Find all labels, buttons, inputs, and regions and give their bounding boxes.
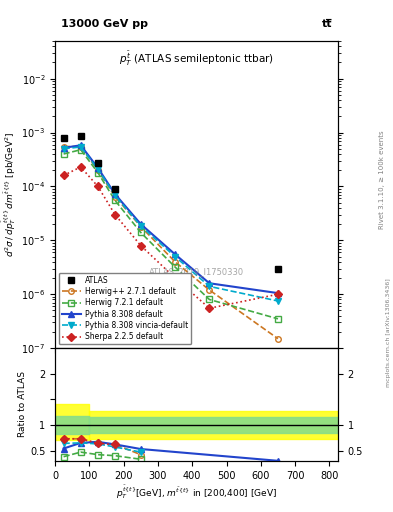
Sherpa 2.2.5 default: [207, 305, 212, 311]
Sherpa 2.2.5 default: [138, 243, 143, 249]
Pythia 8.308 vincia-default: [207, 283, 212, 289]
Herwig 7.2.1 default: [275, 316, 280, 322]
Pythia 8.308 vincia-default: [275, 298, 280, 304]
X-axis label: $p_T^{\bar{t}\{t\}}$[GeV], $m^{\bar{t}\{t\}}$ in [200,400] [GeV]: $p_T^{\bar{t}\{t\}}$[GeV], $m^{\bar{t}\{…: [116, 483, 277, 501]
Y-axis label: Ratio to ATLAS: Ratio to ATLAS: [18, 372, 27, 437]
Sherpa 2.2.5 default: [113, 211, 118, 218]
Legend: ATLAS, Herwig++ 2.7.1 default, Herwig 7.2.1 default, Pythia 8.308 default, Pythi: ATLAS, Herwig++ 2.7.1 default, Herwig 7.…: [59, 273, 191, 345]
Herwig++ 2.7.1 default: [78, 143, 83, 150]
ATLAS: [275, 265, 280, 271]
Herwig++ 2.7.1 default: [61, 143, 66, 150]
Herwig++ 2.7.1 default: [275, 335, 280, 342]
Pythia 8.308 vincia-default: [95, 166, 100, 172]
Herwig 7.2.1 default: [113, 197, 118, 203]
ATLAS: [95, 160, 100, 166]
Herwig++ 2.7.1 default: [95, 167, 100, 173]
Pythia 8.308 default: [138, 221, 143, 227]
Line: Herwig++ 2.7.1 default: Herwig++ 2.7.1 default: [61, 144, 281, 342]
Herwig++ 2.7.1 default: [173, 259, 177, 265]
Pythia 8.308 default: [61, 145, 66, 151]
Text: tt̅: tt̅: [322, 18, 332, 29]
Herwig 7.2.1 default: [61, 151, 66, 157]
Text: ATLAS_2019_I1750330: ATLAS_2019_I1750330: [149, 267, 244, 276]
Text: $p_T^{\bar{t}}$ (ATLAS semileptonic ttbar): $p_T^{\bar{t}}$ (ATLAS semileptonic ttba…: [119, 50, 274, 69]
Herwig++ 2.7.1 default: [138, 224, 143, 230]
ATLAS: [78, 133, 83, 139]
Sherpa 2.2.5 default: [275, 291, 280, 297]
Herwig 7.2.1 default: [173, 264, 177, 270]
Pythia 8.308 vincia-default: [173, 253, 177, 260]
Pythia 8.308 vincia-default: [61, 146, 66, 152]
ATLAS: [61, 135, 66, 141]
Line: Pythia 8.308 default: Pythia 8.308 default: [61, 142, 281, 296]
Y-axis label: $d^2\sigma\,/\,dp_T^{\bar{t}\{t\}}\,dm^{\bar{t}\{t\}}$ [pb/GeV$^2$]: $d^2\sigma\,/\,dp_T^{\bar{t}\{t\}}\,dm^{…: [1, 132, 18, 258]
Text: 13000 GeV pp: 13000 GeV pp: [61, 18, 148, 29]
Herwig 7.2.1 default: [78, 146, 83, 153]
Pythia 8.308 default: [207, 280, 212, 286]
Herwig 7.2.1 default: [207, 296, 212, 303]
Pythia 8.308 default: [95, 165, 100, 171]
Herwig++ 2.7.1 default: [113, 194, 118, 200]
Pythia 8.308 default: [78, 142, 83, 148]
Pythia 8.308 vincia-default: [78, 144, 83, 150]
Pythia 8.308 default: [275, 290, 280, 296]
Pythia 8.308 vincia-default: [113, 193, 118, 199]
Line: Sherpa 2.2.5 default: Sherpa 2.2.5 default: [61, 164, 281, 311]
Sherpa 2.2.5 default: [61, 173, 66, 179]
Pythia 8.308 vincia-default: [138, 223, 143, 229]
Sherpa 2.2.5 default: [95, 183, 100, 189]
Sherpa 2.2.5 default: [78, 164, 83, 170]
Herwig++ 2.7.1 default: [207, 287, 212, 293]
Line: Herwig 7.2.1 default: Herwig 7.2.1 default: [61, 147, 281, 322]
Text: Rivet 3.1.10, ≥ 100k events: Rivet 3.1.10, ≥ 100k events: [379, 130, 385, 228]
Sherpa 2.2.5 default: [173, 275, 177, 281]
Line: ATLAS: ATLAS: [60, 133, 281, 272]
Pythia 8.308 default: [173, 251, 177, 258]
Herwig 7.2.1 default: [138, 229, 143, 236]
Text: mcplots.cern.ch [arXiv:1306.3436]: mcplots.cern.ch [arXiv:1306.3436]: [386, 279, 391, 387]
ATLAS: [113, 186, 118, 192]
Pythia 8.308 default: [113, 191, 118, 197]
Line: Pythia 8.308 vincia-default: Pythia 8.308 vincia-default: [61, 144, 281, 304]
Herwig 7.2.1 default: [95, 169, 100, 176]
